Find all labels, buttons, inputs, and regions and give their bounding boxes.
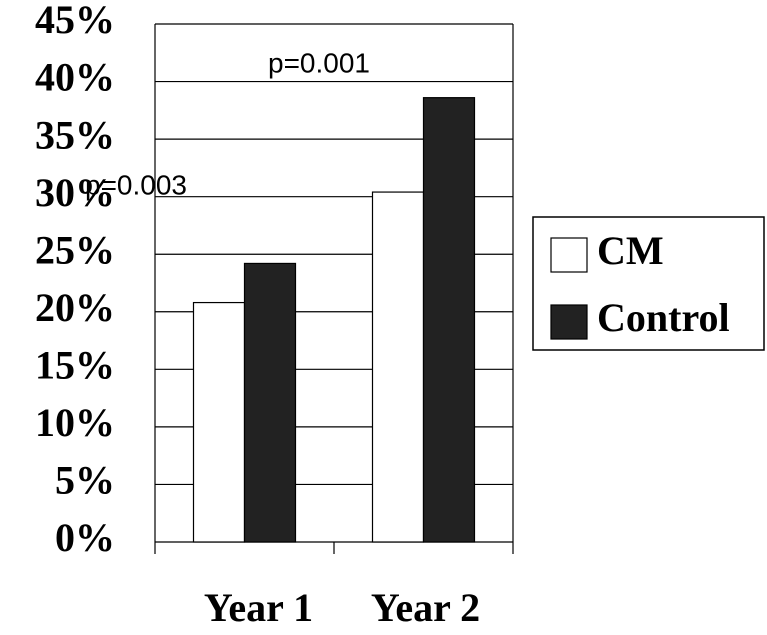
y-tick-label: 40% bbox=[35, 55, 115, 100]
y-tick-label: 15% bbox=[35, 343, 115, 388]
legend-label: Control bbox=[597, 295, 730, 340]
annotation: p=0.003 bbox=[85, 169, 187, 200]
y-tick-label: 20% bbox=[35, 285, 115, 330]
y-tick-label: 0% bbox=[55, 515, 115, 560]
y-tick-label: 5% bbox=[55, 458, 115, 503]
annotation: p=0.001 bbox=[268, 47, 370, 78]
y-tick-label: 10% bbox=[35, 400, 115, 445]
x-tick-label: Year 1 bbox=[204, 585, 313, 630]
y-tick-label: 45% bbox=[35, 0, 115, 42]
y-tick-label: 35% bbox=[35, 112, 115, 157]
bar bbox=[243, 262, 297, 543]
y-tick-label: 25% bbox=[35, 227, 115, 272]
y-tick-label: 30% bbox=[35, 170, 115, 215]
legend-label: CM bbox=[597, 228, 664, 273]
bar bbox=[371, 191, 425, 543]
bar bbox=[192, 301, 246, 543]
legend-swatch bbox=[550, 237, 588, 273]
x-tick-label: Year 2 bbox=[371, 585, 480, 630]
bar bbox=[422, 97, 476, 543]
legend-swatch bbox=[550, 304, 588, 340]
